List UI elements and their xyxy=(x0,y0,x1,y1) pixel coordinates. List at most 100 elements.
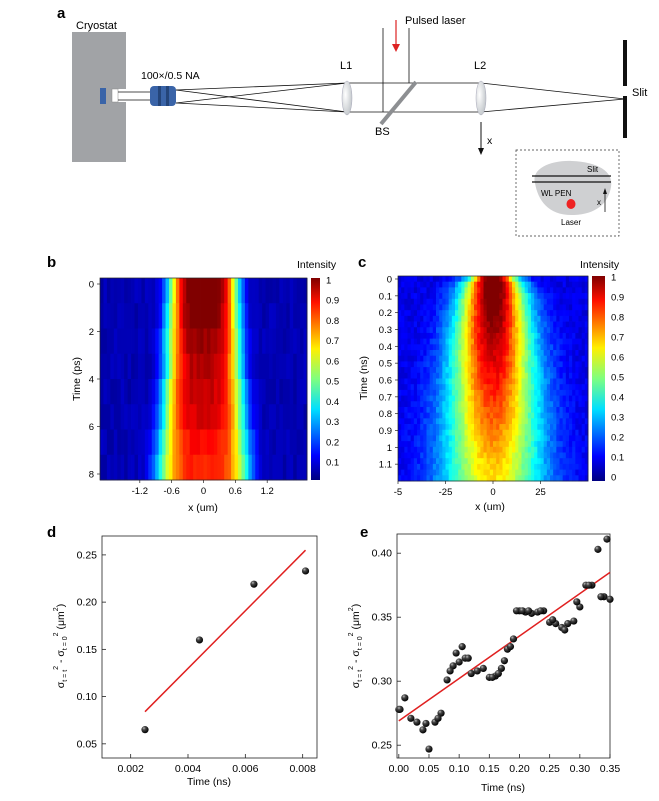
heatmap-c-cell xyxy=(464,293,469,300)
heatmap-c-cell xyxy=(445,361,450,368)
heatmap-b-cell xyxy=(286,328,291,355)
heatmap-c-cell xyxy=(572,276,576,283)
heatmap-c-cell xyxy=(496,429,500,436)
heatmap-c-cell xyxy=(556,344,560,351)
heatmap-c-cell xyxy=(407,298,412,305)
heatmap-b-cell xyxy=(124,404,128,430)
heatmap-b-cell xyxy=(234,404,239,430)
heatmap-c-cell xyxy=(398,293,402,300)
heatmap-c-cell xyxy=(556,395,560,402)
heatmap-c-cell xyxy=(398,281,402,288)
heatmap-b-cell xyxy=(210,379,215,405)
heatmap-c-cell xyxy=(524,469,529,476)
heatmap-c-cell xyxy=(423,401,427,408)
heatmap-c-cell xyxy=(470,446,475,453)
heatmap-c-cell xyxy=(432,424,437,431)
heatmap-c-cell xyxy=(442,332,446,340)
heatmap-c-cell xyxy=(572,310,576,317)
pulsed-laser-label: Pulsed laser xyxy=(405,15,466,27)
heatmap-c-cell xyxy=(480,281,484,288)
heatmap-c-cell xyxy=(420,384,424,391)
heatmap-c-cell xyxy=(480,361,484,368)
heatmap-c-cell xyxy=(559,401,564,408)
heatmap-c-cell xyxy=(451,361,456,368)
heatmap-c-cell xyxy=(401,350,405,357)
heatmap-c-cell xyxy=(584,435,589,442)
heatmap-c-cell xyxy=(467,469,472,476)
heatmap-c-cell xyxy=(505,441,510,448)
heatmap-b-cell xyxy=(213,454,218,481)
lens-l2 xyxy=(475,80,487,116)
heatmap-c-cell xyxy=(524,424,529,431)
heatmap-b-cell xyxy=(300,328,304,355)
heatmap-c-cell xyxy=(458,338,462,345)
heatmap-c-cell xyxy=(543,475,548,482)
heatmap-c-cell xyxy=(565,367,570,374)
plot-d-ylabel: σt = t2 - σt = 02 (μm2) xyxy=(53,604,69,688)
heatmap-c-cell xyxy=(584,389,589,396)
heatmap-c-cell xyxy=(451,298,456,305)
heatmap-b-cell xyxy=(162,429,166,456)
heatmap-c-cell xyxy=(483,424,488,431)
heatmap-c-cell xyxy=(534,429,538,436)
heatmap-c-cell xyxy=(499,412,503,419)
heatmap-c-cell xyxy=(489,469,494,476)
heatmap-c-cell xyxy=(559,361,564,368)
heatmap-c-cell xyxy=(413,321,418,328)
heatmap-c-cell xyxy=(458,435,462,442)
heatmap-c-cell xyxy=(398,412,402,419)
heatmap-c-cell xyxy=(505,452,510,459)
heatmap-c-cell xyxy=(575,372,579,379)
colorbar-b-tick-label: 0.2 xyxy=(326,437,339,448)
heatmap-c-cell xyxy=(486,304,491,311)
heatmap-c-cell xyxy=(423,446,427,453)
heatmap-c-cell xyxy=(455,293,459,300)
heatmap-c-cell xyxy=(565,469,570,476)
plot-e-data-point xyxy=(500,657,509,665)
heatmap-c-ytick-label: 0.6 xyxy=(379,376,392,387)
heatmap-c-cell xyxy=(464,401,469,408)
heatmap-c-cell xyxy=(496,327,500,334)
heatmap-c-cell xyxy=(559,412,564,419)
heatmap-c-cell xyxy=(439,276,443,283)
heatmap-c-cell xyxy=(474,458,478,465)
heatmap-c-cell xyxy=(515,395,519,402)
heatmap-c-cell xyxy=(534,435,538,442)
heatmap-c-cell xyxy=(569,446,573,453)
heatmap-c-cell xyxy=(436,361,440,368)
heatmap-c-cell xyxy=(477,406,481,414)
heatmap-c-cell xyxy=(553,304,557,311)
heatmap-c-cell xyxy=(451,424,456,431)
heatmap-c-cell xyxy=(461,293,465,300)
heatmap-c-cell xyxy=(531,412,535,419)
heatmap-c-cell xyxy=(556,412,560,419)
heatmap-c-cell xyxy=(483,458,488,465)
heatmap-b-cell xyxy=(248,454,253,481)
heatmap-c-cell xyxy=(493,372,497,379)
heatmap-c-cell xyxy=(467,338,472,345)
heatmap-c-cell xyxy=(540,321,545,328)
heatmap-c-cell xyxy=(398,469,402,476)
heatmap-b-cell xyxy=(182,303,187,329)
heatmap-c-cell xyxy=(553,287,557,294)
heatmap-c-cell xyxy=(480,429,484,436)
heatmap-c-cell xyxy=(562,441,567,448)
heatmap-c-cell xyxy=(413,418,418,425)
heatmap-c-cell xyxy=(540,355,545,362)
heatmap-c-cell xyxy=(451,406,456,414)
heatmap-b-cell xyxy=(300,278,304,304)
heatmap-c-cell xyxy=(537,429,541,436)
heatmap-c-cell xyxy=(562,475,567,482)
heatmap-c-cell xyxy=(489,344,494,351)
heatmap-c-cell xyxy=(581,418,586,425)
heatmap-c-cell xyxy=(407,304,412,311)
heatmap-c-cell xyxy=(562,276,567,283)
heatmap-c-cell xyxy=(432,287,437,294)
colorbar-c-tick-label: 0.7 xyxy=(611,333,624,344)
heatmap-c-cell xyxy=(581,372,586,379)
heatmap-c-cell xyxy=(562,315,567,322)
heatmap-b-cell xyxy=(231,379,235,405)
heatmap-c-cell xyxy=(569,338,573,345)
heatmap-b-cell xyxy=(269,278,273,304)
heatmap-c-cell xyxy=(581,424,586,431)
